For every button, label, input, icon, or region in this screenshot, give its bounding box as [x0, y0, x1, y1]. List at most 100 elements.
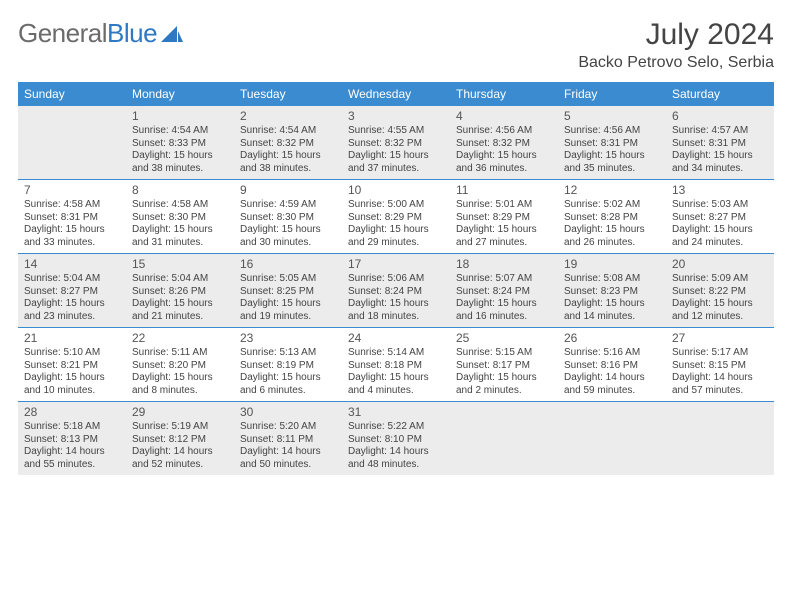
sunset-line: Sunset: 8:32 PM — [456, 138, 552, 151]
title-block: July 2024 Backo Petrovo Selo, Serbia — [578, 18, 774, 72]
sunset-line: Sunset: 8:24 PM — [456, 286, 552, 299]
daylight-line: Daylight: 15 hours and 23 minutes. — [24, 298, 120, 323]
sunrise-line: Sunrise: 5:10 AM — [24, 347, 120, 360]
day-number: 27 — [672, 331, 768, 346]
sunset-line: Sunset: 8:32 PM — [240, 138, 336, 151]
brand-part2: Blue — [107, 18, 157, 49]
daylight-line: Daylight: 15 hours and 12 minutes. — [672, 298, 768, 323]
calendar-row: 7Sunrise: 4:58 AMSunset: 8:31 PM Daylight… — [18, 180, 774, 254]
brand-part1: General — [18, 18, 107, 49]
sunrise-line: Sunrise: 5:19 AM — [132, 421, 228, 434]
sunrise-line: Sunrise: 5:06 AM — [348, 273, 444, 286]
sunrise-line: Sunrise: 5:16 AM — [564, 347, 660, 360]
day-number: 7 — [24, 183, 120, 198]
calendar-cell — [18, 106, 126, 180]
calendar-cell: 5Sunrise: 4:56 AMSunset: 8:31 PMDaylight… — [558, 106, 666, 180]
sunrise-line: Sunrise: 5:14 AM — [348, 347, 444, 360]
calendar-table: Sunday Monday Tuesday Wednesday Thursday… — [18, 82, 774, 475]
calendar-cell: 18Sunrise: 5:07 AMSunset: 8:24 PMDayligh… — [450, 254, 558, 328]
day-number: 5 — [564, 109, 660, 124]
daylight-line: Daylight: 15 hours and 27 minutes. — [456, 224, 552, 249]
daylight-line: Daylight: 14 hours and 50 minutes. — [240, 446, 336, 471]
calendar-row: 21Sunrise: 5:10 AMSunset: 8:21 PMDayligh… — [18, 328, 774, 402]
day-number: 28 — [24, 405, 120, 420]
day-number: 4 — [456, 109, 552, 124]
sunset-line: Sunset: 8:27 PM — [672, 212, 768, 225]
daylight-line: Daylight: 14 hours and 57 minutes. — [672, 372, 768, 397]
sunset-line: Sunset: 8:20 PM — [132, 360, 228, 373]
sunrise-line: Sunrise: 5:18 AM — [24, 421, 120, 434]
col-wednesday: Wednesday — [342, 82, 450, 106]
daylight-line: Daylight: 15 hours and 4 minutes. — [348, 372, 444, 397]
sunset-line: Sunset: 8:30 PM — [132, 212, 228, 225]
daylight-line: Daylight: 14 hours and 55 minutes. — [24, 446, 120, 471]
sunrise-line: Sunrise: 5:04 AM — [132, 273, 228, 286]
daylight-line: Daylight: 15 hours and 29 minutes. — [348, 224, 444, 249]
sunrise-line: Sunrise: 5:01 AM — [456, 199, 552, 212]
day-number: 12 — [564, 183, 660, 198]
calendar-cell: 15Sunrise: 5:04 AMSunset: 8:26 PMDayligh… — [126, 254, 234, 328]
sunset-line: Sunset: 8:29 PM — [456, 212, 552, 225]
header: GeneralBlue July 2024 Backo Petrovo Selo… — [18, 18, 774, 72]
sunrise-line: Sunrise: 5:00 AM — [348, 199, 444, 212]
sunset-line: Sunset: 8:23 PM — [564, 286, 660, 299]
day-number: 15 — [132, 257, 228, 272]
calendar-cell — [558, 402, 666, 476]
calendar-cell: 17Sunrise: 5:06 AMSunset: 8:24 PMDayligh… — [342, 254, 450, 328]
sunrise-line: Sunrise: 5:20 AM — [240, 421, 336, 434]
sunset-line: Sunset: 8:31 PM — [564, 138, 660, 151]
sunrise-line: Sunrise: 4:56 AM — [564, 125, 660, 138]
daylight-line: Daylight: 15 hours and 6 minutes. — [240, 372, 336, 397]
daylight-line: Daylight: 15 hours and 18 minutes. — [348, 298, 444, 323]
day-number: 2 — [240, 109, 336, 124]
calendar-cell — [450, 402, 558, 476]
sunset-line: Sunset: 8:27 PM — [24, 286, 120, 299]
sunset-line: Sunset: 8:15 PM — [672, 360, 768, 373]
calendar-cell: 2Sunrise: 4:54 AMSunset: 8:32 PMDaylight… — [234, 106, 342, 180]
daylight-line: Daylight: 15 hours and 38 minutes. — [240, 150, 336, 175]
calendar-cell: 26Sunrise: 5:16 AMSunset: 8:16 PMDayligh… — [558, 328, 666, 402]
calendar-cell: 12Sunrise: 5:02 AMSunset: 8:28 PMDayligh… — [558, 180, 666, 254]
sunrise-line: Sunrise: 5:09 AM — [672, 273, 768, 286]
calendar-body: 1Sunrise: 4:54 AMSunset: 8:33 PMDaylight… — [18, 106, 774, 475]
calendar-cell — [666, 402, 774, 476]
day-number: 18 — [456, 257, 552, 272]
sunrise-line: Sunrise: 4:58 AM — [24, 199, 120, 212]
sunset-line: Sunset: 8:16 PM — [564, 360, 660, 373]
day-number: 26 — [564, 331, 660, 346]
sunset-line: Sunset: 8:32 PM — [348, 138, 444, 151]
calendar-cell: 24Sunrise: 5:14 AMSunset: 8:18 PMDayligh… — [342, 328, 450, 402]
calendar-cell: 25Sunrise: 5:15 AMSunset: 8:17 PMDayligh… — [450, 328, 558, 402]
calendar-cell: 10Sunrise: 5:00 AMSunset: 8:29 PMDayligh… — [342, 180, 450, 254]
day-number: 21 — [24, 331, 120, 346]
sunset-line: Sunset: 8:18 PM — [348, 360, 444, 373]
sunset-line: Sunset: 8:31 PM — [24, 212, 120, 225]
daylight-line: Daylight: 15 hours and 36 minutes. — [456, 150, 552, 175]
col-friday: Friday — [558, 82, 666, 106]
col-monday: Monday — [126, 82, 234, 106]
sunset-line: Sunset: 8:19 PM — [240, 360, 336, 373]
day-number: 17 — [348, 257, 444, 272]
day-number: 25 — [456, 331, 552, 346]
day-number: 14 — [24, 257, 120, 272]
day-number: 22 — [132, 331, 228, 346]
sunrise-line: Sunrise: 5:11 AM — [132, 347, 228, 360]
daylight-line: Daylight: 15 hours and 26 minutes. — [564, 224, 660, 249]
daylight-line: Daylight: 15 hours and 19 minutes. — [240, 298, 336, 323]
calendar-cell: 23Sunrise: 5:13 AMSunset: 8:19 PMDayligh… — [234, 328, 342, 402]
sunset-line: Sunset: 8:12 PM — [132, 434, 228, 447]
sunset-line: Sunset: 8:22 PM — [672, 286, 768, 299]
sunset-line: Sunset: 8:25 PM — [240, 286, 336, 299]
calendar-cell: 30Sunrise: 5:20 AMSunset: 8:11 PMDayligh… — [234, 402, 342, 476]
daylight-line: Daylight: 15 hours and 24 minutes. — [672, 224, 768, 249]
daylight-line: Daylight: 15 hours and 30 minutes. — [240, 224, 336, 249]
day-number: 6 — [672, 109, 768, 124]
sunrise-line: Sunrise: 4:57 AM — [672, 125, 768, 138]
sunrise-line: Sunrise: 4:56 AM — [456, 125, 552, 138]
day-number: 9 — [240, 183, 336, 198]
sunrise-line: Sunrise: 4:54 AM — [240, 125, 336, 138]
calendar-cell: 22Sunrise: 5:11 AMSunset: 8:20 PMDayligh… — [126, 328, 234, 402]
sunrise-line: Sunrise: 4:55 AM — [348, 125, 444, 138]
sunrise-line: Sunrise: 4:54 AM — [132, 125, 228, 138]
daylight-line: Daylight: 14 hours and 48 minutes. — [348, 446, 444, 471]
